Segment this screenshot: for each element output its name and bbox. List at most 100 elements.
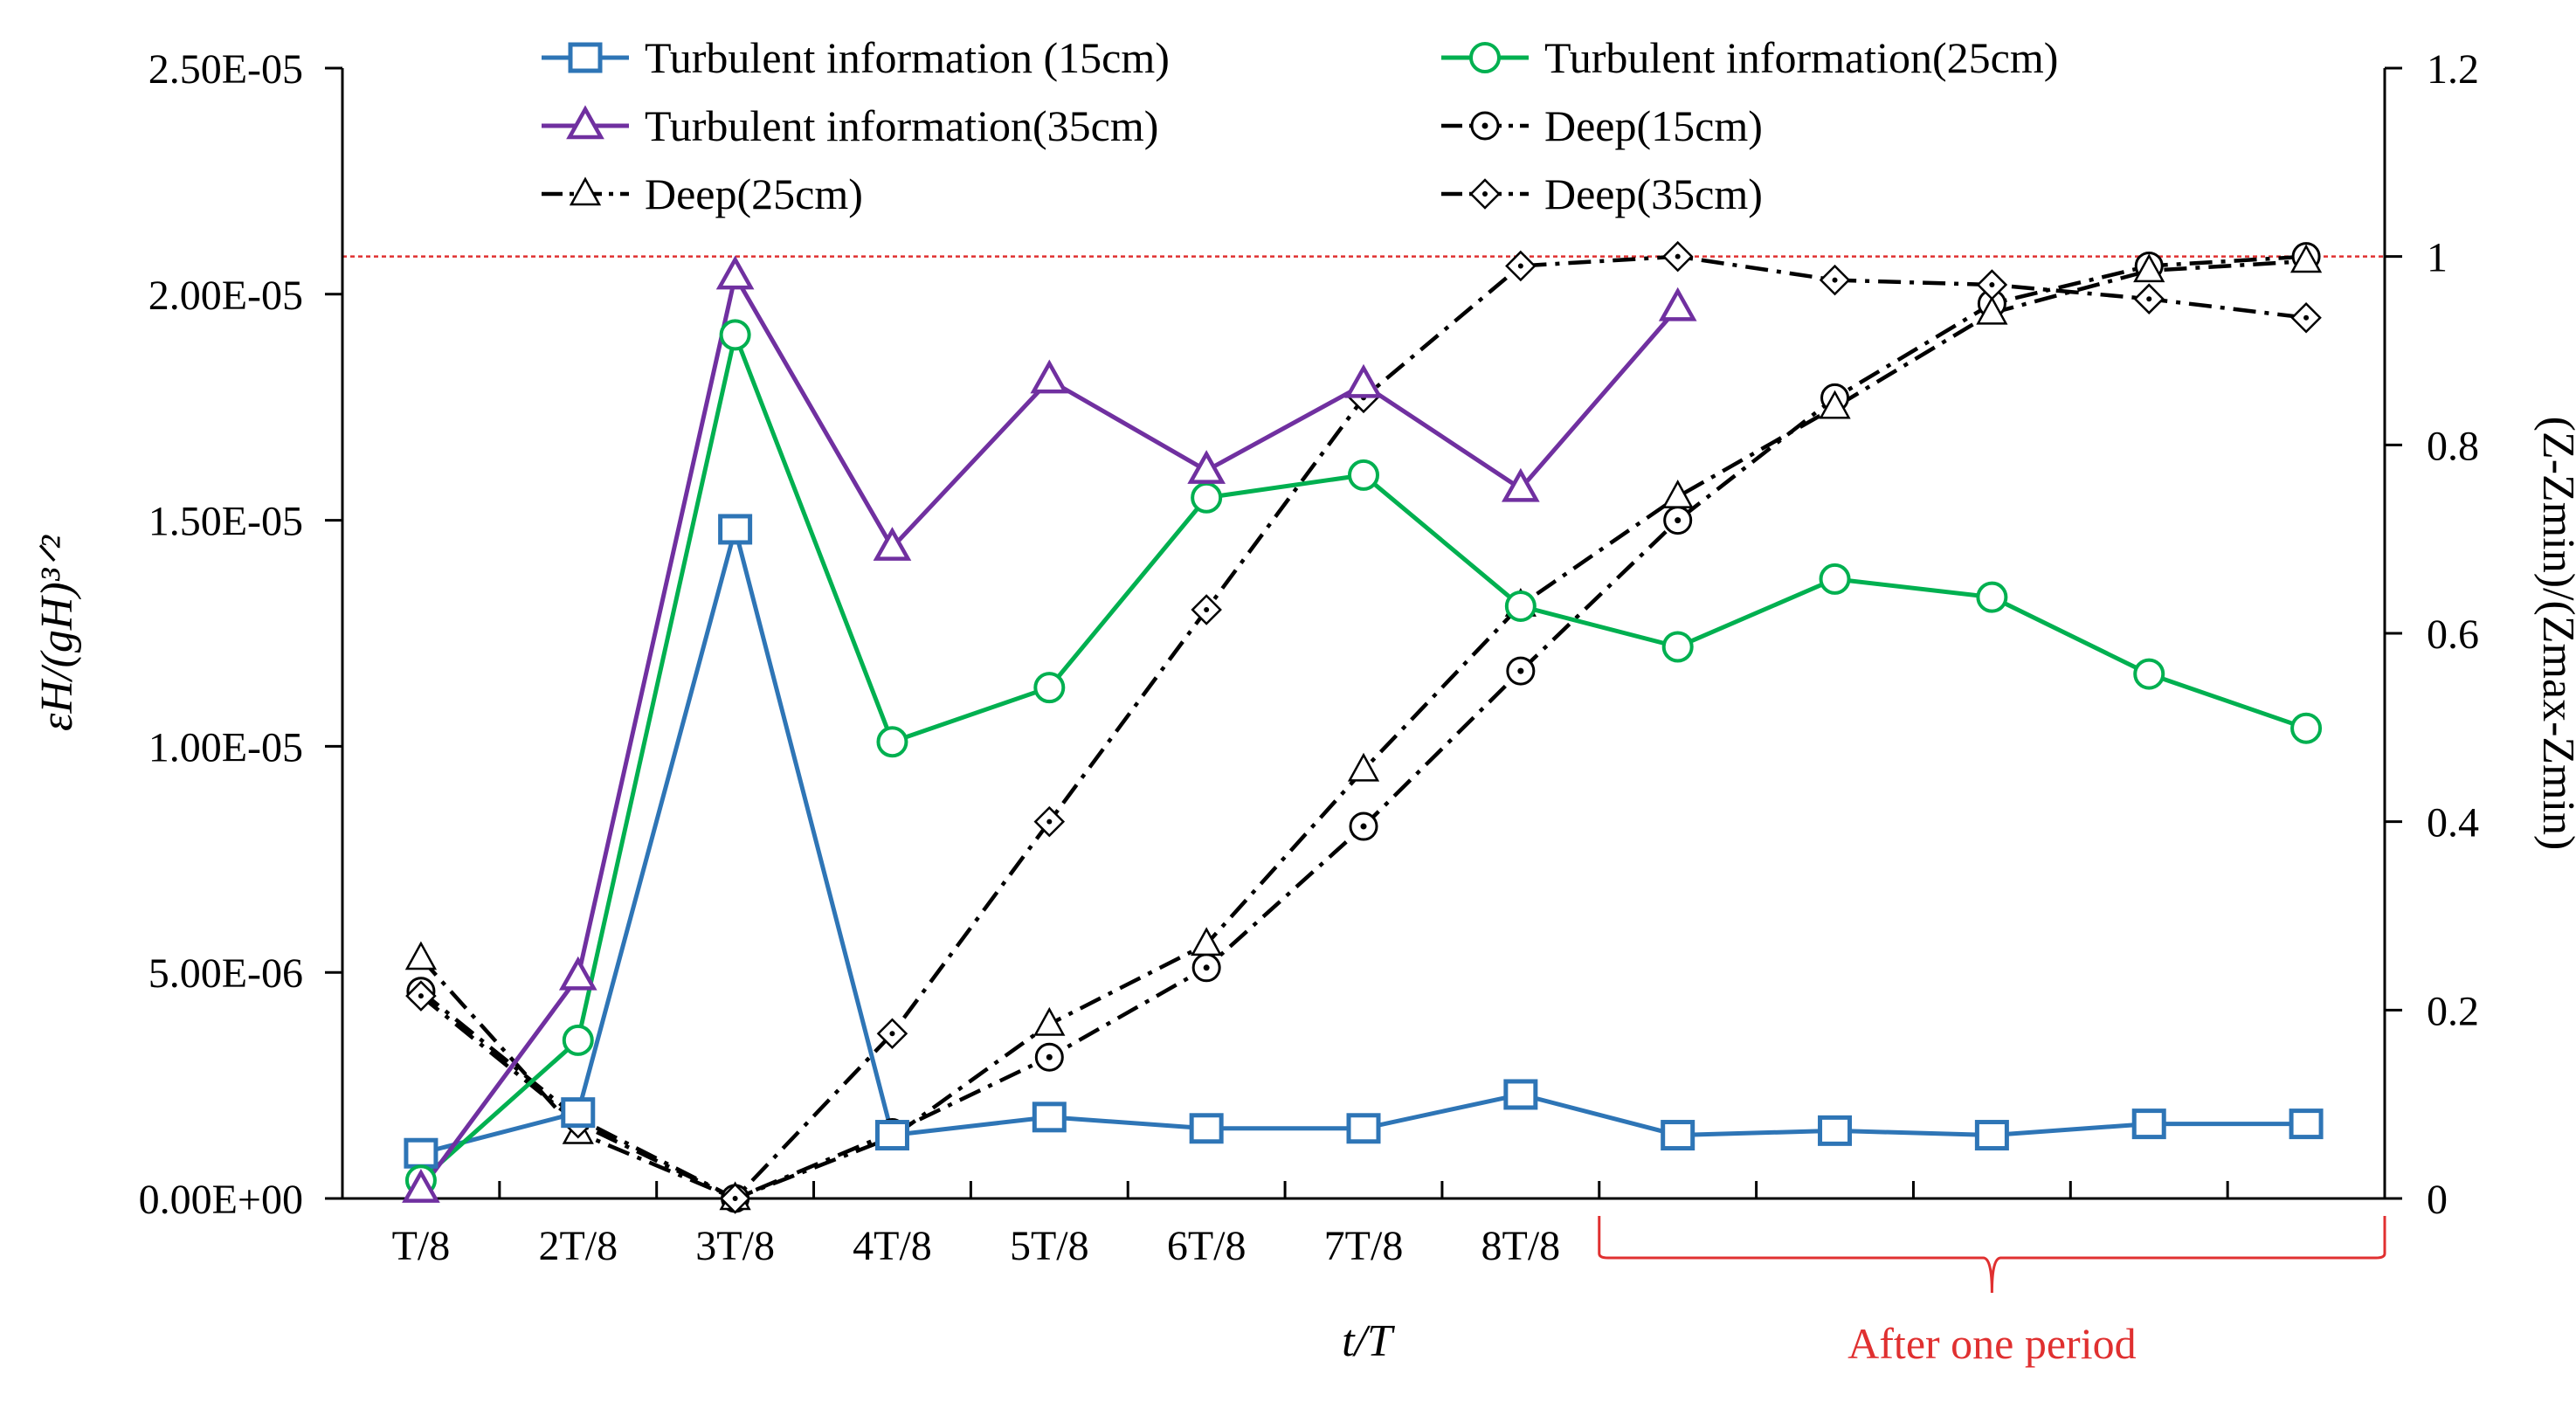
series-0-point-shape <box>1346 1113 1381 1144</box>
series-1-point <box>1191 481 1223 514</box>
series-5-point <box>1661 240 1694 273</box>
series-2-point <box>715 255 755 290</box>
series-0-point-shape <box>718 514 753 545</box>
y-left-tick-label: 2.50E-05 <box>148 46 303 93</box>
series-1-point <box>1819 563 1851 595</box>
series-0-point-shape <box>1189 1113 1224 1144</box>
annotation-text: After one period <box>1847 1319 2136 1368</box>
series-4-point <box>2289 244 2323 273</box>
series-4-point <box>404 941 438 970</box>
legend-marker-shape <box>569 176 602 206</box>
legend-marker-dot <box>1482 191 1488 197</box>
y-left-tick-label: 1.50E-05 <box>148 499 303 545</box>
series-0-point <box>2289 1108 2324 1140</box>
series-2-point-shape <box>1344 363 1383 398</box>
series-5-point <box>1505 250 1537 282</box>
series-1-point-shape <box>719 319 751 351</box>
series-0-point-shape <box>1974 1120 2009 1151</box>
y-left-tick-label: 1.00E-05 <box>148 724 303 770</box>
y-right-tick-label: 0.2 <box>2427 988 2479 1034</box>
series-1-point-shape <box>1976 581 2008 613</box>
x-tick-label: 3T/8 <box>695 1223 775 1269</box>
series-2-point-shape <box>402 1169 440 1203</box>
series-1-point <box>562 1024 594 1056</box>
legend-marker <box>1469 178 1501 210</box>
x-tick-label: 2T/8 <box>538 1223 618 1269</box>
series-1-point-shape <box>1033 672 1066 704</box>
y-right-tick-label: 0 <box>2427 1177 2448 1223</box>
series-1-point-shape <box>1191 481 1223 514</box>
legend-marker <box>1469 42 1501 73</box>
series-0-point <box>874 1120 909 1151</box>
series-4-point-shape <box>1819 390 1851 419</box>
legend-marker <box>568 42 603 73</box>
legend-marker <box>569 176 602 206</box>
legend-item-3: Deep(15cm) <box>1441 101 1763 150</box>
series-2-point <box>1344 363 1383 398</box>
legend-marker-shape <box>566 105 604 140</box>
series-0-point <box>1974 1120 2009 1151</box>
x-tick-label: 6T/8 <box>1167 1223 1247 1269</box>
series-4-point-shape <box>2133 253 2165 283</box>
series-1-point <box>1661 631 1694 663</box>
annotation-bracket <box>1598 1216 2386 1294</box>
axes-layer: 0.00E+00 5.00E-06 1.00E-05 1.50E-05 2.00E-05… <box>32 46 2576 1366</box>
series-1-point-shape <box>1661 631 1694 663</box>
legend-marker-shape <box>568 42 603 73</box>
x-tick-label: 4T/8 <box>853 1223 932 1269</box>
series-0-point <box>1818 1115 1853 1146</box>
series-2-point <box>558 956 597 991</box>
series-0-point <box>561 1097 596 1129</box>
legend-label: Turbulent information(25cm) <box>1544 33 2058 82</box>
x-tick-label: 7T/8 <box>1324 1223 1404 1269</box>
y-left-tick-label: 5.00E-06 <box>148 950 303 997</box>
series-0-point <box>1503 1079 1538 1110</box>
series-2-point <box>1187 450 1226 484</box>
y-right-tick-label: 0.8 <box>2427 423 2479 469</box>
legend-marker-dot <box>1481 122 1488 129</box>
series-4-point <box>1819 390 1851 419</box>
x-axis-title: t/T <box>1342 1316 1395 1366</box>
legend-label: Turbulent information(35cm) <box>645 101 1158 150</box>
series-4-point-shape <box>1191 927 1223 957</box>
legend-marker-shape <box>1469 42 1501 73</box>
series-3-point-dot <box>1046 1053 1053 1060</box>
series-1-point-shape <box>1504 590 1537 622</box>
series-0-point <box>718 514 753 545</box>
series-4-point <box>1033 1006 1066 1036</box>
series-0-point-shape <box>404 1137 439 1169</box>
series-3-point <box>1349 812 1378 841</box>
series-2-point <box>1501 467 1540 502</box>
y-right-tick-label: 1 <box>2427 235 2448 281</box>
series-4-point-shape <box>404 941 438 970</box>
y-right-tick-label: 0.6 <box>2427 611 2479 658</box>
series-1-point-shape <box>2133 658 2165 690</box>
legend-marker <box>566 105 604 140</box>
series-5-point-dot <box>1675 253 1681 259</box>
series-4-point <box>1191 927 1223 957</box>
series-0-point <box>404 1137 439 1169</box>
legend-label: Deep(15cm) <box>1544 101 1763 150</box>
series-4-point <box>1661 480 1694 508</box>
y-right-tick-label: 1.2 <box>2427 46 2479 93</box>
series-3-point-dot <box>1675 517 1682 524</box>
legend-label: Deep(35cm) <box>1544 169 1763 218</box>
legend: Turbulent information (15cm) Turbulent in… <box>542 33 2058 218</box>
series-layer <box>402 240 2324 1214</box>
series-0-point <box>1346 1113 1381 1144</box>
series-2-point-shape <box>1501 467 1540 502</box>
series-5-point-dot <box>2146 296 2152 302</box>
series-4-point-shape <box>2289 244 2323 273</box>
y-left-tick-label: 2.00E-05 <box>148 273 303 319</box>
series-5-point <box>876 1018 908 1050</box>
series-5-point <box>1033 805 1066 838</box>
legend-label: Deep(25cm) <box>645 169 863 218</box>
series-1-point <box>1976 581 2008 613</box>
series-2-point-shape <box>558 956 597 991</box>
series-5-point-dot <box>418 993 424 999</box>
y-right-tick-label: 0.4 <box>2427 800 2479 846</box>
series-2-point <box>1030 359 1069 394</box>
series-5-point-dot <box>1989 282 1995 288</box>
series-4-point <box>1976 295 2008 325</box>
